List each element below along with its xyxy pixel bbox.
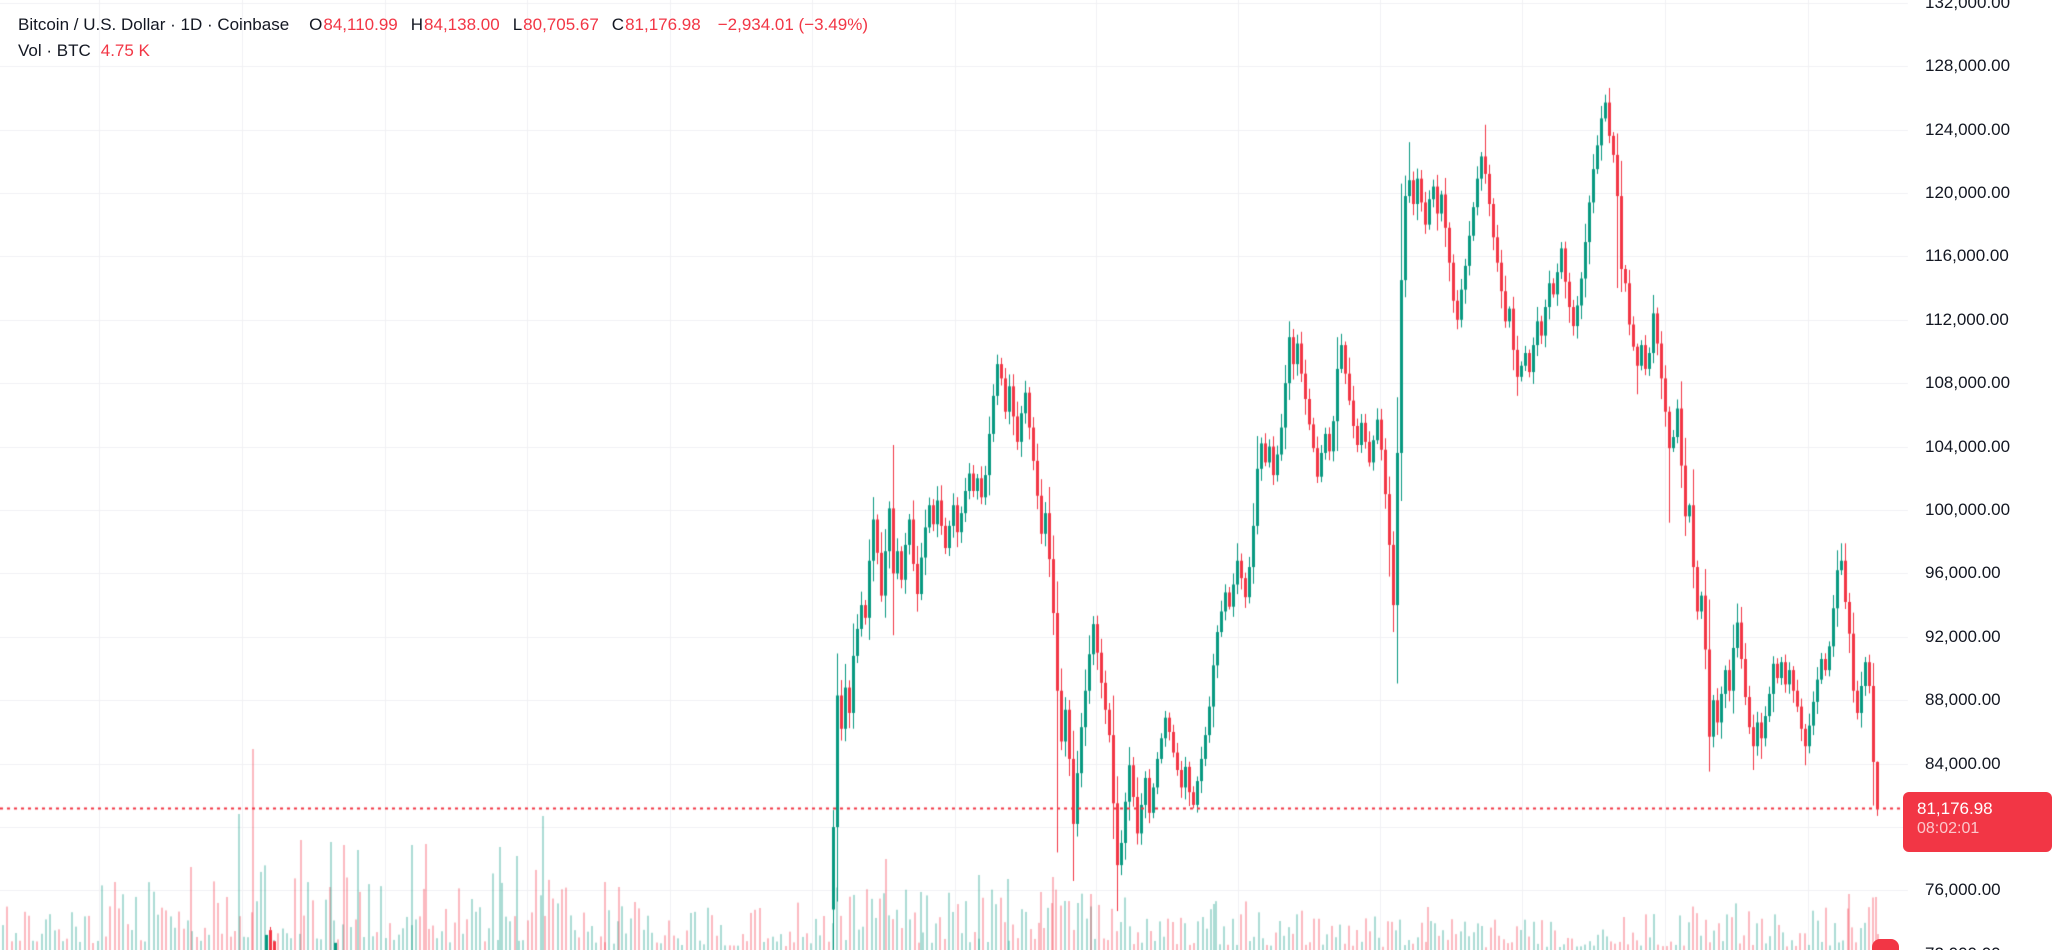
ohlc-low: L80,705.67	[512, 15, 599, 34]
price-axis-label: 112,000.00	[1925, 309, 2009, 329]
price-axis-label: 124,000.00	[1925, 119, 2011, 139]
legend: Bitcoin / U.S. Dollar · 1D · Coinbase O8…	[18, 12, 868, 64]
price-axis-label: 104,000.00	[1925, 436, 2011, 456]
ohlc-high: H84,138.00	[410, 15, 500, 34]
price-axis-label: 84,000.00	[1925, 753, 2001, 773]
price-axis-label: 108,000.00	[1925, 373, 2011, 393]
last-price-badge[interactable]: 81,176.98 08:02:01	[1903, 792, 2052, 853]
price-axis-label: 96,000.00	[1925, 563, 2001, 583]
price-axis-label: 76,000.00	[1925, 880, 2001, 900]
price-axis-label: 132,000.00	[1925, 0, 2011, 12]
time-axis-label-stub	[1872, 939, 1899, 950]
price-axis-label: 120,000.00	[1925, 182, 2011, 202]
price-axis-label: 92,000.00	[1925, 626, 2001, 646]
price-axis-label: 72,000.00	[1925, 944, 2001, 950]
price-axis-label: 128,000.00	[1925, 56, 2011, 76]
volume-value: 4.75 K	[100, 41, 150, 60]
volume-label[interactable]: Vol · BTC	[18, 41, 91, 60]
legend-row-volume: Vol · BTC 4.75 K	[18, 38, 868, 64]
ohlc-open: O84,110.99	[309, 15, 398, 34]
symbol-title[interactable]: Bitcoin / U.S. Dollar · 1D · Coinbase	[18, 15, 290, 34]
bar-countdown: 08:02:01	[1917, 820, 1980, 838]
last-price-value: 81,176.98	[1917, 799, 1993, 819]
price-axis-label: 88,000.00	[1925, 690, 2001, 710]
price-axis[interactable]: 132,000.00 128,000.00 124,000.00 120,000.00…	[1908, 0, 2066, 950]
ohlc-close: C81,176.98	[611, 15, 701, 34]
legend-row-main: Bitcoin / U.S. Dollar · 1D · Coinbase O8…	[18, 12, 868, 38]
price-axis-label: 116,000.00	[1925, 246, 2009, 266]
daily-change: −2,934.01 (−3.49%)	[717, 15, 868, 34]
price-axis-label: 100,000.00	[1925, 500, 2011, 519]
